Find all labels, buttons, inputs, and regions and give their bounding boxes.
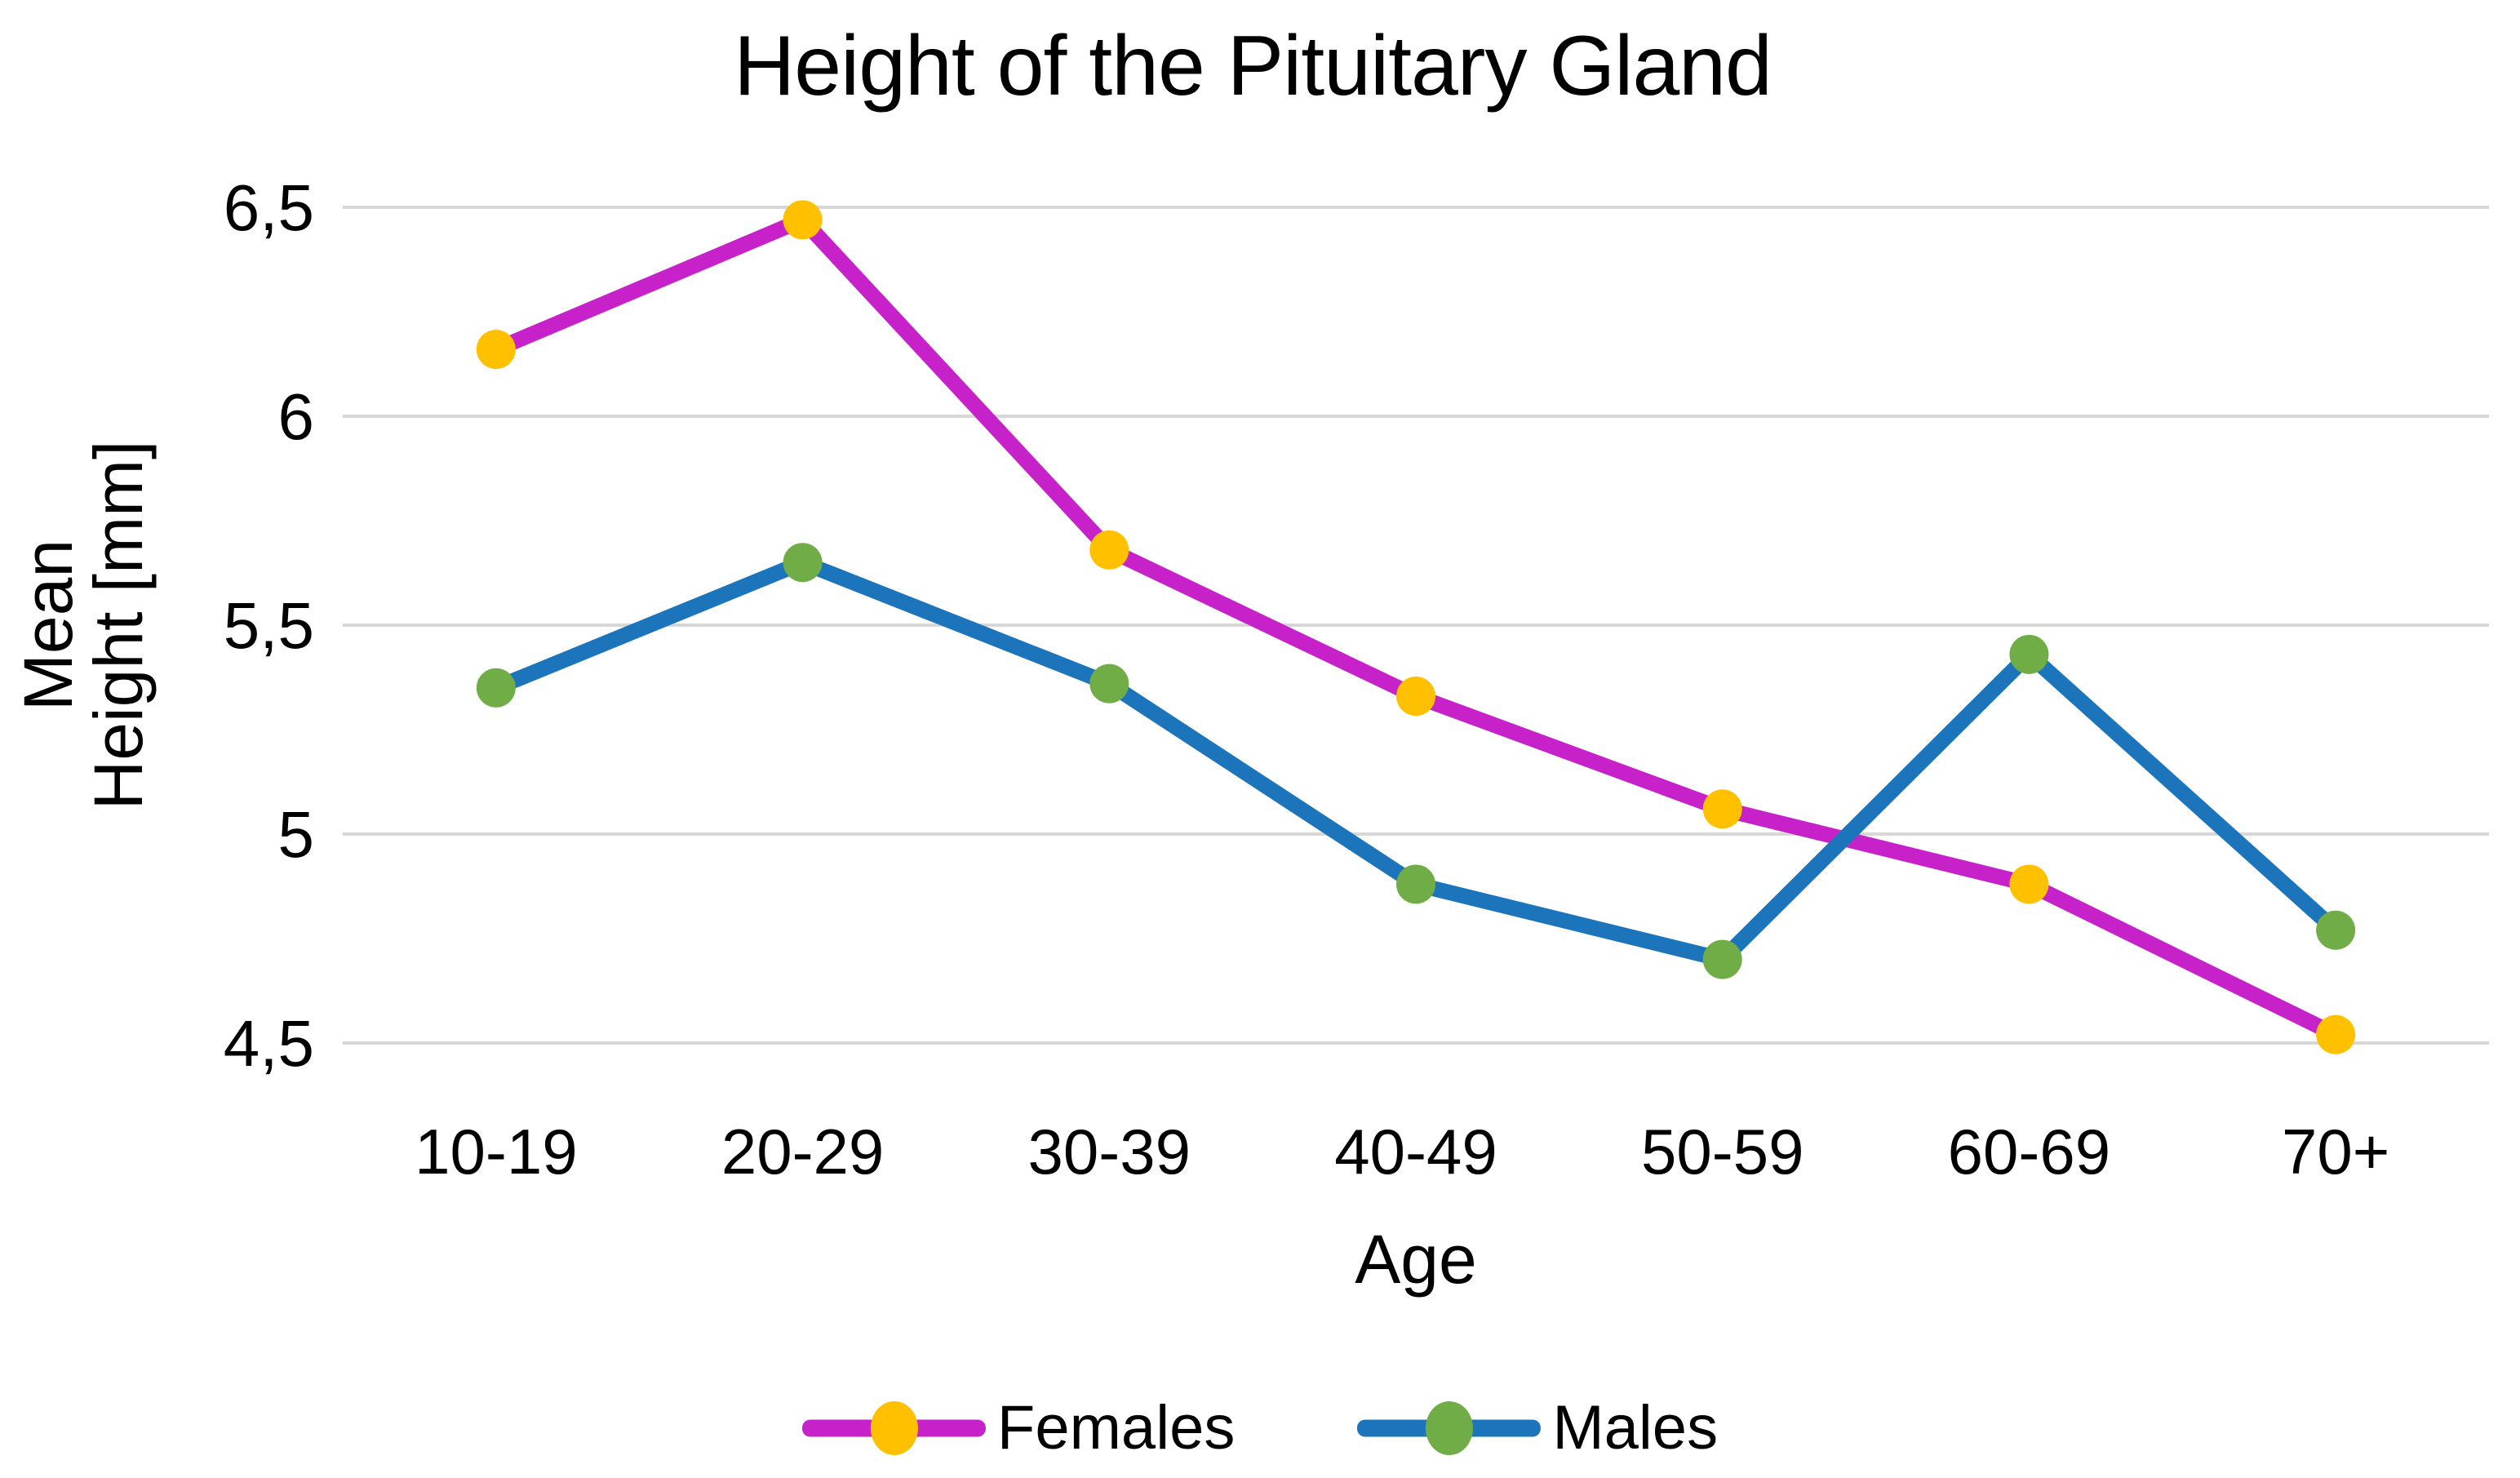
- x-category-label: 40-49: [1334, 1116, 1497, 1187]
- legend-swatch: [1357, 1394, 1542, 1462]
- females-point-50-59: [1702, 789, 1742, 829]
- x-category-label: 70+: [2282, 1116, 2389, 1187]
- males-point-50-59: [1702, 939, 1742, 979]
- males-point-20-29: [783, 543, 823, 583]
- y-tick-label: 6,5: [224, 171, 314, 244]
- x-category-label: 10-19: [415, 1116, 578, 1187]
- males-point-70+: [2316, 910, 2356, 950]
- x-category-label: 60-69: [1948, 1116, 2111, 1187]
- legend-marker-icon: [1425, 1400, 1473, 1455]
- females-point-40-49: [1396, 677, 1435, 717]
- y-axis-title: MeanHeight [mm]: [10, 441, 157, 810]
- females-point-70+: [2316, 1014, 2356, 1054]
- legend-label: Females: [996, 1393, 1236, 1462]
- y-axis-title-line: Height [mm]: [80, 441, 157, 810]
- males-point-10-19: [476, 668, 516, 708]
- x-category-label: 50-59: [1641, 1116, 1804, 1187]
- males-point-60-69: [2009, 634, 2049, 674]
- males-point-30-39: [1089, 664, 1129, 703]
- x-axis-category-labels: 10-19 20-29 30-39 40-49 50-59 60-69 70+: [415, 1116, 2389, 1187]
- x-category-label: 20-29: [721, 1116, 885, 1187]
- series-lines: [488, 211, 2344, 1043]
- y-tick-label: 5: [278, 798, 315, 871]
- legend-item-males: Males: [1357, 1392, 1718, 1463]
- chart-title: Height of the Pituitary Gland: [734, 19, 1772, 113]
- females-point-10-19: [476, 330, 516, 370]
- y-tick-label: 5,5: [224, 589, 314, 662]
- legend-label: Males: [1552, 1393, 1719, 1462]
- gridlines: [343, 206, 2489, 1045]
- legend-item-females: Females: [801, 1392, 1236, 1463]
- x-category-label: 30-39: [1028, 1116, 1191, 1187]
- series-markers: [476, 200, 2356, 1054]
- females-point-30-39: [1089, 530, 1129, 570]
- legend-swatch: [801, 1394, 986, 1462]
- females-point-20-29: [783, 200, 823, 240]
- legend-marker-icon: [870, 1400, 918, 1455]
- y-tick-label: 4,5: [224, 1007, 314, 1080]
- chart-legend: Females Males: [801, 1392, 1718, 1463]
- y-axis-title-line: Mean: [10, 539, 87, 711]
- males-point-40-49: [1396, 864, 1435, 904]
- y-tick-label: 6: [278, 380, 315, 453]
- x-axis-title: Age: [1355, 1221, 1476, 1298]
- females-line: [488, 211, 2344, 1043]
- females-point-60-69: [2009, 864, 2049, 904]
- y-axis-tick-labels: 6,5 6 5,5 5 4,5: [224, 171, 314, 1080]
